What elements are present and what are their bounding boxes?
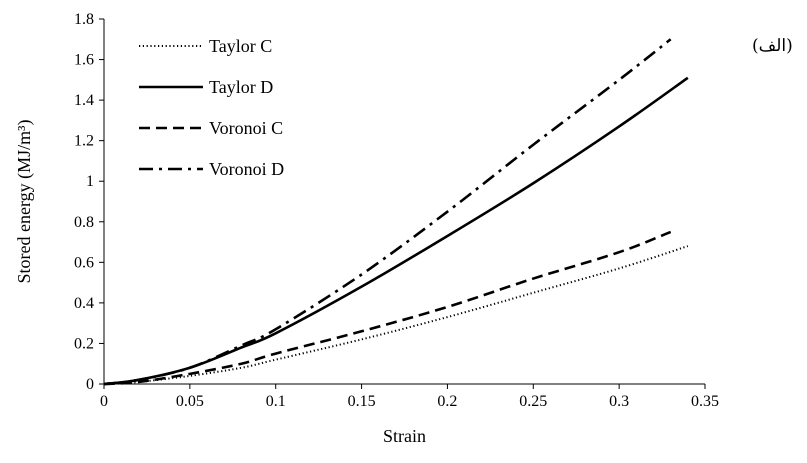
y-tick-label: 0 [86,376,94,393]
series-line-voronoi-d [103,38,672,386]
x-tick-label: 0.15 [348,393,376,410]
y-axis-label: Stored energy (MJ/m³) [14,119,35,283]
chart-axes: 0 0.2 0.4 0.6 0.8 1 1.2 1.4 1.6 1.8 0 0.05 0.1 0.15 0.… [74,11,719,410]
y-tick-label: 1.8 [74,11,94,28]
y-tick-label: 1.6 [74,52,94,69]
legend-label-voronoi-c: Voronoi C [209,118,283,138]
legend: Taylor C Taylor D Voronoi C Voronoi D [139,36,284,179]
y-tick-label: 0.4 [74,295,94,312]
y-tick-label: 0.2 [74,335,94,352]
x-tick-label: 0.3 [609,393,629,410]
panel-label: (الف) [752,36,793,56]
series-layer [103,38,689,386]
y-tick-label: 1.4 [74,92,94,109]
legend-label-voronoi-d: Voronoi D [209,159,284,179]
x-tick-label: 0.2 [437,393,457,410]
y-tick-label: 0.6 [74,254,94,271]
x-tick-label: 0.25 [519,393,547,410]
legend-label-taylor-c: Taylor C [209,36,272,56]
x-tick-label: 0.35 [691,393,719,410]
series-line-taylor-d [103,76,689,386]
legend-label-taylor-d: Taylor D [209,77,273,97]
x-tick-label: 0.05 [176,393,204,410]
x-axis-label: Strain [383,426,426,446]
x-tick-label: 0 [100,393,108,410]
y-tick-label: 1 [86,173,94,190]
series-line-taylor-c [103,245,689,385]
y-tick-label: 0.8 [74,214,94,231]
series-line-voronoi-c [103,230,672,386]
x-tick-label: 0.1 [266,393,286,410]
y-tick-label: 1.2 [74,133,94,150]
